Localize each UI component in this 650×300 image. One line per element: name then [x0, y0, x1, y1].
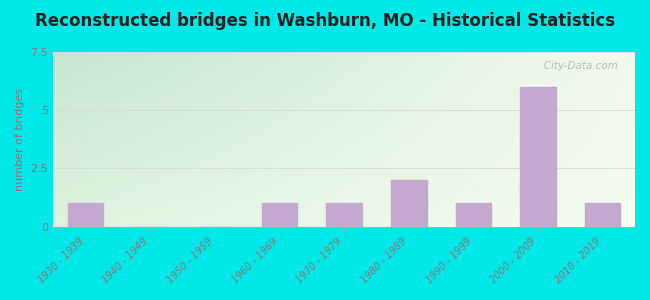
Bar	[391, 180, 426, 227]
Y-axis label: number of bridges: number of bridges	[15, 88, 25, 191]
Bar	[326, 203, 362, 227]
Bar	[520, 87, 556, 227]
Text: Reconstructed bridges in Washburn, MO - Historical Statistics: Reconstructed bridges in Washburn, MO - …	[35, 12, 615, 30]
Bar	[262, 203, 297, 227]
Bar	[456, 203, 491, 227]
Bar	[585, 203, 621, 227]
Text: City-Data.com: City-Data.com	[534, 61, 618, 71]
Bar	[68, 203, 103, 227]
